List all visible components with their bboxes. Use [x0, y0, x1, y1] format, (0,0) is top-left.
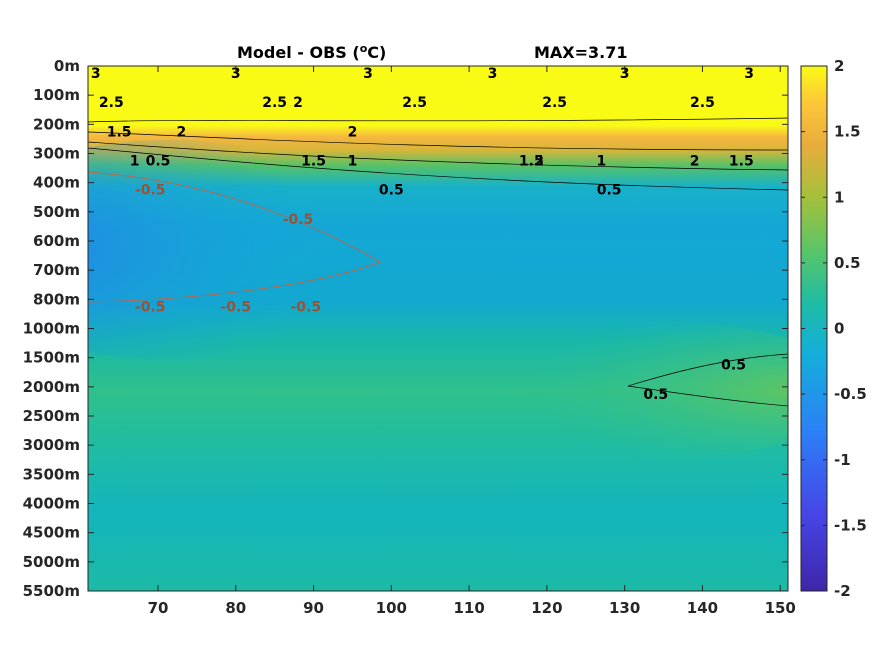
y-tick-label: 800m [33, 290, 80, 308]
contour-line-2 [88, 117, 788, 123]
colorbar-tick-label: -2 [834, 582, 851, 600]
contour-label: 0.5 [721, 358, 746, 374]
x-tick-label: 70 [148, 599, 169, 617]
contour-label: 3 [488, 66, 498, 82]
heatmap-field: 3 3 3 3 3 32.5 2.5 2.5 2.5 2.521.5 2 21 1.5 2 20.5 1 1.5… [88, 66, 788, 591]
y-tick-label: 100m [33, 86, 80, 104]
x-tick-label: 120 [531, 599, 562, 617]
x-tick-label: 90 [303, 599, 324, 617]
colorbar-tick-label: 1.5 [834, 123, 861, 141]
warm-anomaly-region [420, 320, 788, 460]
contour-label: -0.5 [135, 299, 166, 315]
contour-label: 2 [534, 154, 544, 170]
y-tick-label: 2000m [23, 378, 80, 396]
contour-label: 2.5 [690, 95, 715, 111]
y-tick-label: 200m [33, 115, 80, 133]
y-axis-ticks: 0m 100m 200m 300m 400m 500m 600m 700m 800m 1000m 1… [23, 57, 788, 600]
chart-title: Model - OBS (oC) [237, 42, 386, 62]
contour-label: 2 [348, 124, 358, 140]
colorbar-tick-label: 0.5 [834, 254, 861, 272]
contour-label: 2 [176, 124, 186, 140]
y-tick-label: 1500m [23, 349, 80, 367]
x-axis-ticks: 70 80 90 100 110 120 130 140 150 [148, 66, 796, 617]
y-tick-label: 5000m [23, 553, 80, 571]
contour-label: 1.5 [519, 154, 544, 170]
contour-label: 0.5 [379, 183, 404, 199]
x-tick-label: 140 [687, 599, 718, 617]
x-tick-label: 130 [609, 599, 640, 617]
cold-anomaly-region [88, 140, 400, 360]
x-tick-label: 110 [453, 599, 484, 617]
y-tick-label: 400m [33, 174, 80, 192]
x-tick-label: 100 [376, 599, 407, 617]
contour-label: 0.5 [146, 154, 171, 170]
surface-warm-band [88, 66, 788, 126]
contour-label: -0.5 [220, 299, 251, 315]
contour-label: 1.5 [301, 154, 326, 170]
y-tick-label: 500m [33, 203, 80, 221]
contour-label: 3 [363, 66, 373, 82]
y-tick-label: 5500m [23, 582, 80, 600]
y-tick-label: 4500m [23, 524, 80, 542]
contour-label: 1.5 [729, 154, 754, 170]
contour-label: 1 [348, 154, 358, 170]
y-tick-label: 1000m [23, 320, 80, 338]
y-tick-label: 3000m [23, 436, 80, 454]
contour-label: 3 [744, 66, 754, 82]
contour-label: 3 [231, 66, 241, 82]
y-tick-label: 2500m [23, 407, 80, 425]
contour-label: 0.5 [597, 183, 622, 199]
x-tick-label: 150 [765, 599, 796, 617]
colorbar [800, 65, 828, 592]
contour-line-1 [88, 141, 788, 171]
contour-label: 2.5 [262, 95, 287, 111]
contour-label: 2 [690, 154, 700, 170]
contour-label: -0.5 [283, 212, 314, 228]
contour-label: -0.5 [290, 299, 321, 315]
contour-line-1-5 [88, 131, 788, 151]
colorbar-tick-label: 1 [834, 188, 844, 206]
y-tick-label: 3500m [23, 465, 80, 483]
contour-label: 2 [293, 95, 303, 111]
contour-label: 3 [91, 66, 101, 82]
contour-label: 1.5 [107, 124, 132, 140]
colorbar-tick-label: 2 [834, 57, 844, 75]
colorbar-tick-label: -0.5 [834, 385, 867, 403]
x-tick-label: 80 [225, 599, 246, 617]
contour-label: 3 [620, 66, 630, 82]
y-tick-label: 4000m [23, 495, 80, 513]
y-tick-label: 300m [33, 145, 80, 163]
y-tick-label: 600m [33, 232, 80, 250]
contour-labels: 3 3 3 3 3 32.5 2.5 2.5 2.5 2.521.5 2 21 1.5 2 20.5 1 1.5… [91, 66, 754, 403]
contour-label: 1 [596, 154, 606, 170]
y-tick-label: 0m [54, 57, 80, 75]
contour-label: 2.5 [542, 95, 567, 111]
contour-label: 2.5 [402, 95, 427, 111]
colorbar-tick-label: 0 [834, 320, 844, 338]
colorbar-ticks: 2 1.5 1 0.5 0 -0.5 -1 -1.5 -2 [801, 57, 867, 600]
y-tick-label: 700m [33, 261, 80, 279]
contour-line-0-5 [88, 147, 788, 191]
contour-line-neg-0-5 [88, 171, 382, 303]
chart-max-label: MAX=3.71 [534, 43, 628, 62]
contour-label: -0.5 [135, 183, 166, 199]
colorbar-tick-label: -1.5 [834, 516, 867, 534]
contour-label: 0.5 [643, 387, 668, 403]
colorbar-tick-label: -1 [834, 451, 851, 469]
contour-label: 1 [130, 154, 140, 170]
contour-line-deep-0-5 [627, 353, 788, 407]
contour-label: 2.5 [99, 95, 124, 111]
